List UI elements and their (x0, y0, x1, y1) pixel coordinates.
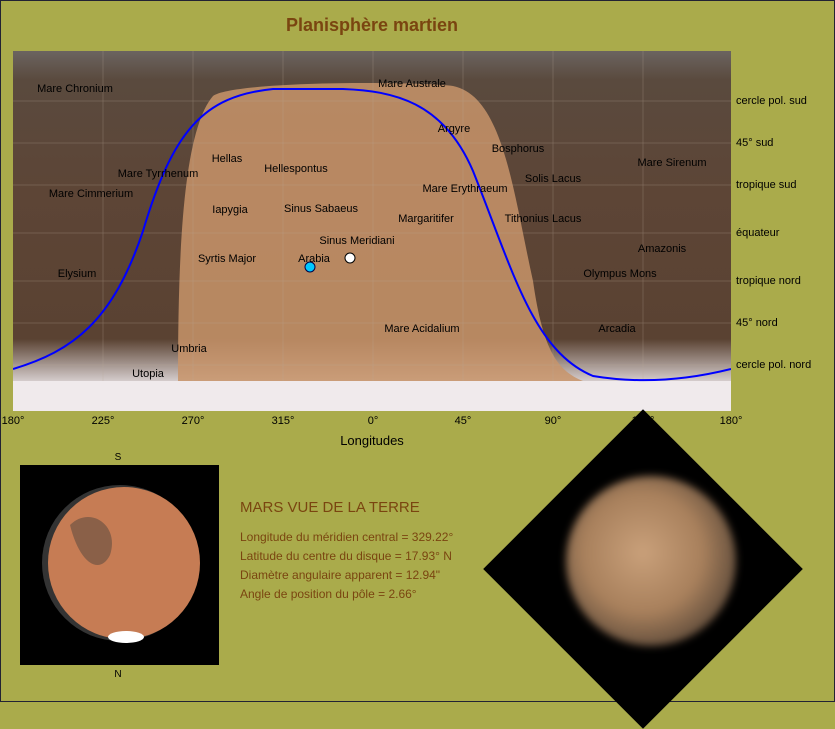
globe-disk (48, 487, 200, 639)
map-label: Mare Tyrrhenum (117, 168, 199, 180)
polar-cap (108, 631, 144, 643)
dark-region (70, 516, 112, 565)
map-label: Umbria (171, 343, 207, 355)
longitude-tick: 270° (181, 415, 205, 427)
x-axis-label: Longitudes (340, 433, 404, 448)
map-label: Mare Acidalium (384, 323, 460, 335)
sun-icon (344, 252, 356, 264)
latitude-label: cercle pol. sud (736, 95, 807, 107)
latitude-label: équateur (736, 227, 780, 239)
map-label: Syrtis Major (197, 253, 257, 265)
daylit-region (178, 83, 583, 382)
mars-map[interactable] (13, 51, 731, 411)
disk-latitude: Latitude du centre du disque = 17.93° N (240, 549, 452, 563)
globe-north-label: N (114, 669, 122, 680)
map-label: Mare Cimmerium (48, 188, 134, 200)
map-label: Mare Sirenum (637, 157, 707, 169)
grid (13, 51, 731, 411)
longitude-tick: 315° (271, 415, 295, 427)
map-label: Argyre (437, 123, 471, 135)
map-label: Mare Chronium (37, 83, 113, 95)
longitude-tick: 225° (91, 415, 115, 427)
map-label: Sinus Meridiani (319, 235, 395, 247)
latitude-label: tropique nord (736, 275, 801, 287)
mars-telescope-photo (566, 476, 736, 646)
longitude-tick: 90° (544, 415, 562, 427)
map-label: Margaritifer (398, 213, 454, 225)
latitude-label: 45° nord (736, 317, 778, 329)
map-overlay (13, 51, 731, 411)
longitude-tick: 180° (1, 415, 25, 427)
terminator-curve (13, 88, 731, 382)
pole-angle: Angle de position du pôle = 2.66° (240, 587, 417, 601)
map-label: Mare Australe (378, 78, 446, 90)
north-polar-cap (13, 381, 731, 411)
map-label: Bosphorus (491, 143, 545, 155)
longitude-tick: 45° (454, 415, 472, 427)
info-panel: MARS VUE DE LA TERRE Longitude du méridi… (240, 499, 453, 604)
latitude-label: 45° sud (736, 137, 774, 149)
map-label: Hellespontus (264, 163, 328, 175)
map-label: Solis Lacus (524, 173, 582, 185)
map-label: Tithonius Lacus (504, 213, 582, 225)
map-label: Iapygia (212, 204, 248, 216)
latitude-label: cercle pol. nord (736, 359, 812, 371)
longitude-tick: 180° (719, 415, 743, 427)
earth-marker (304, 261, 316, 273)
map-label: Hellas (211, 153, 243, 165)
map-label: Elysium (57, 268, 97, 280)
longitude-tick: 0° (367, 415, 379, 427)
latitude-label: tropique sud (736, 179, 797, 191)
page-title: Planisphère martien (285, 15, 459, 35)
map-label: Arabia (298, 253, 330, 265)
info-heading: MARS VUE DE LA TERRE (240, 499, 420, 516)
map-label: Sinus Sabaeus (284, 203, 358, 215)
map-label: Amazonis (637, 243, 687, 255)
map-label: Arcadia (598, 323, 636, 335)
globe-south-label: S (114, 452, 122, 463)
map-label: Utopia (132, 368, 164, 380)
map-label: Olympus Mons (583, 268, 657, 280)
angular-diameter: Diamètre angulaire apparent = 12.94" (240, 568, 441, 582)
map-label: Mare Erythraeum (422, 183, 508, 195)
mars-globe-view (20, 465, 219, 665)
central-meridian: Longitude du méridien central = 329.22° (240, 530, 454, 544)
